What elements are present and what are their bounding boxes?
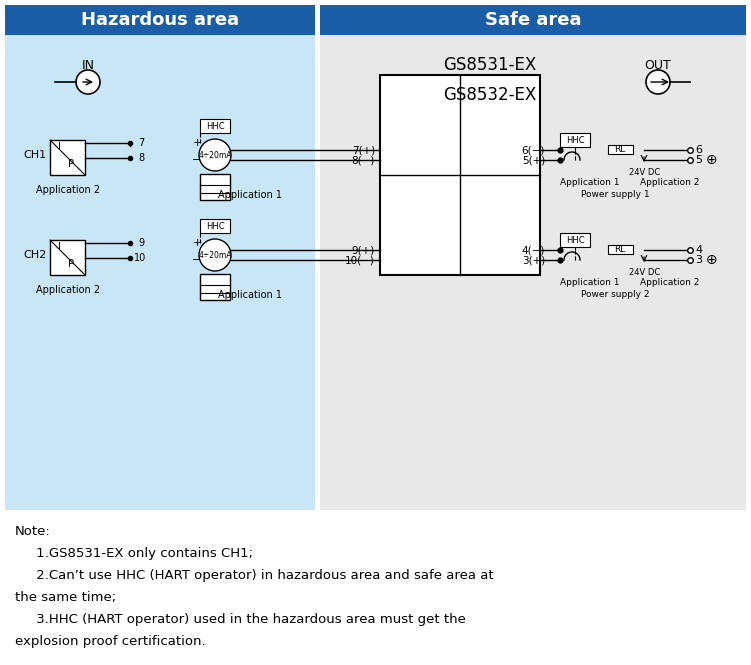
Text: 24V DC: 24V DC <box>629 267 661 277</box>
Bar <box>200 219 230 233</box>
Text: IN: IN <box>82 59 95 72</box>
Text: Application 1: Application 1 <box>560 178 620 186</box>
Text: 6(−): 6(−) <box>522 145 545 155</box>
Text: 3(+): 3(+) <box>522 255 545 265</box>
Text: I: I <box>58 242 61 252</box>
Bar <box>200 119 230 133</box>
Text: 4÷20mA: 4÷20mA <box>198 150 232 160</box>
Text: CH2: CH2 <box>23 250 47 260</box>
Text: 24V DC: 24V DC <box>629 168 661 176</box>
Text: HHC: HHC <box>206 221 225 231</box>
Text: HHC: HHC <box>206 122 225 130</box>
Bar <box>560 233 590 247</box>
Circle shape <box>76 70 100 94</box>
Text: Hazardous area: Hazardous area <box>81 11 239 29</box>
Text: 1.GS8531-EX only contains CH1;: 1.GS8531-EX only contains CH1; <box>15 547 253 560</box>
FancyBboxPatch shape <box>320 5 746 35</box>
Text: 5(+): 5(+) <box>522 155 545 165</box>
Text: CH1: CH1 <box>23 150 47 160</box>
Bar <box>608 145 633 154</box>
FancyBboxPatch shape <box>5 35 315 510</box>
Text: HHC: HHC <box>566 235 584 245</box>
Text: the same time;: the same time; <box>15 591 116 604</box>
Bar <box>200 274 230 300</box>
Text: 9: 9 <box>138 238 144 248</box>
Text: Power supply 1: Power supply 1 <box>581 190 650 198</box>
Text: Application 1: Application 1 <box>560 277 620 287</box>
Text: 4: 4 <box>695 245 702 255</box>
Text: 4÷20mA: 4÷20mA <box>198 251 232 259</box>
Text: 3: 3 <box>695 255 702 265</box>
Text: I: I <box>58 142 61 152</box>
Text: Application 1: Application 1 <box>218 190 282 200</box>
Text: Application 2: Application 2 <box>641 178 700 186</box>
Text: 9(+): 9(+) <box>351 245 375 255</box>
Text: Application 2: Application 2 <box>641 277 700 287</box>
Text: 10: 10 <box>134 253 146 263</box>
Text: Power supply 2: Power supply 2 <box>581 289 650 299</box>
Text: 10(−): 10(−) <box>345 255 375 265</box>
Bar <box>50 240 85 275</box>
Text: +: + <box>192 238 202 248</box>
Text: explosion proof certification.: explosion proof certification. <box>15 635 206 648</box>
Text: 4(−): 4(−) <box>522 245 545 255</box>
Text: 6: 6 <box>695 145 702 155</box>
Text: +: + <box>192 138 202 148</box>
Text: RL: RL <box>614 144 626 154</box>
FancyBboxPatch shape <box>320 35 746 510</box>
Text: ⊕: ⊕ <box>706 253 718 267</box>
Text: 5: 5 <box>695 155 702 165</box>
Bar <box>560 133 590 147</box>
Circle shape <box>199 239 231 271</box>
Circle shape <box>199 139 231 171</box>
Bar <box>50 140 85 175</box>
Text: Safe area: Safe area <box>484 11 581 29</box>
Text: 7(+): 7(+) <box>351 145 375 155</box>
Bar <box>380 75 540 275</box>
Text: HHC: HHC <box>566 136 584 144</box>
Text: −: − <box>192 255 202 265</box>
Text: 2.Can’t use HHC (HART operator) in hazardous area and safe area at: 2.Can’t use HHC (HART operator) in hazar… <box>15 569 493 582</box>
Text: ⊕: ⊕ <box>706 153 718 167</box>
Text: Application 2: Application 2 <box>36 185 100 195</box>
Text: RL: RL <box>614 245 626 253</box>
Text: OUT: OUT <box>644 59 671 72</box>
Text: 7: 7 <box>138 138 144 148</box>
Text: P: P <box>68 159 74 169</box>
Text: −: − <box>192 155 202 165</box>
Text: Note:: Note: <box>15 525 51 538</box>
Bar <box>200 174 230 200</box>
Circle shape <box>646 70 670 94</box>
Text: 3.HHC (HART operator) used in the hazardous area must get the: 3.HHC (HART operator) used in the hazard… <box>15 613 466 626</box>
Text: 8(−): 8(−) <box>351 155 375 165</box>
Bar <box>608 245 633 254</box>
Text: Application 1: Application 1 <box>218 290 282 300</box>
Text: GS8531-EX
GS8532-EX: GS8531-EX GS8532-EX <box>443 57 537 104</box>
Text: Application 2: Application 2 <box>36 285 100 295</box>
Text: 8: 8 <box>138 153 144 163</box>
FancyBboxPatch shape <box>5 5 315 35</box>
Text: P: P <box>68 259 74 269</box>
